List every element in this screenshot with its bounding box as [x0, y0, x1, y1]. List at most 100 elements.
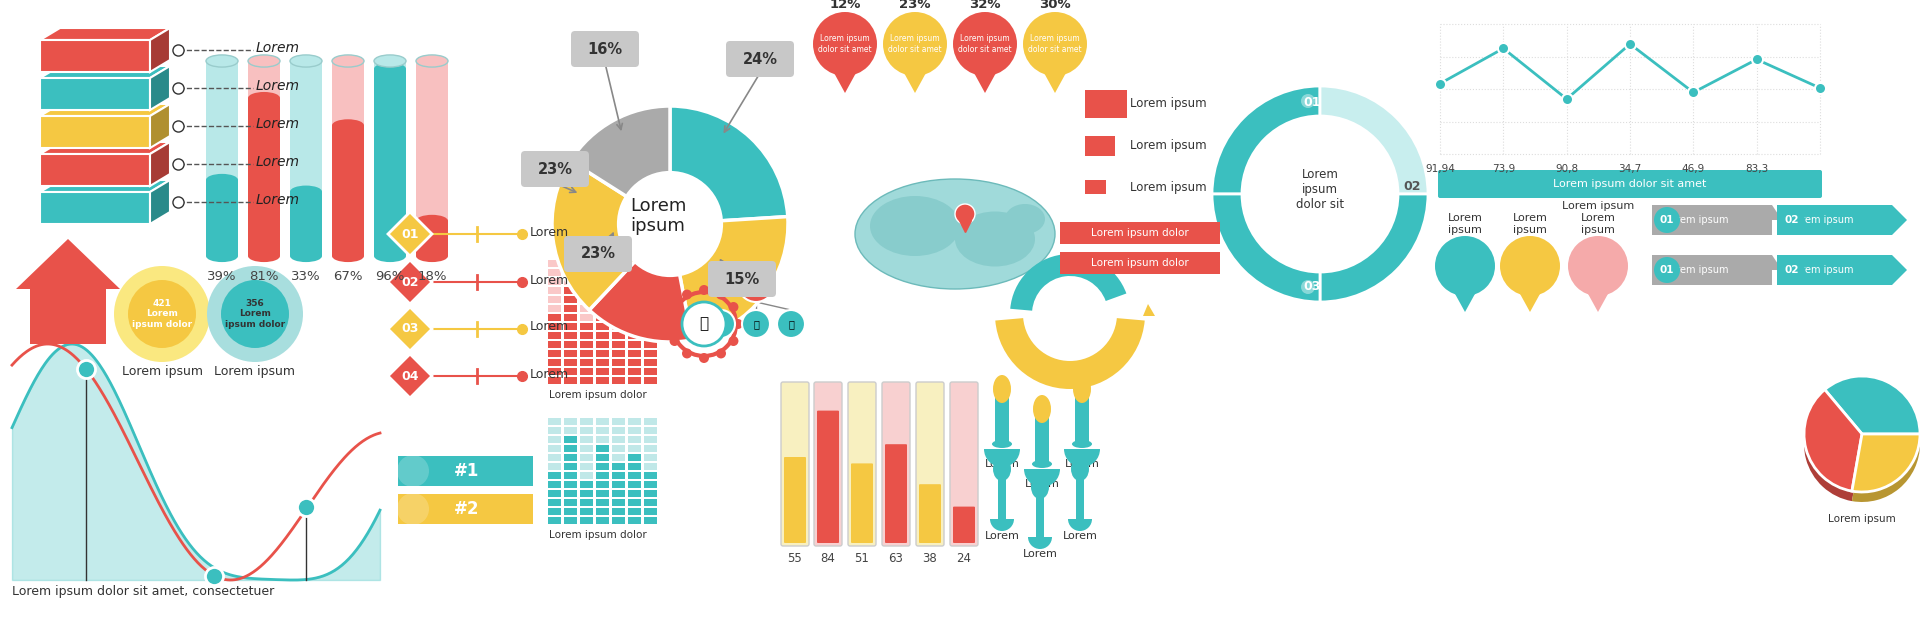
Polygon shape: [40, 192, 150, 224]
Circle shape: [1302, 280, 1315, 294]
Text: Lorem: Lorem: [255, 117, 300, 131]
Bar: [628, 427, 641, 434]
Ellipse shape: [1071, 440, 1092, 448]
Bar: [643, 490, 657, 497]
Polygon shape: [40, 116, 150, 148]
Text: 02: 02: [1404, 180, 1421, 192]
Bar: [628, 260, 641, 267]
Text: 18%: 18%: [417, 270, 447, 283]
Bar: [547, 517, 561, 524]
Text: #1: #1: [455, 462, 480, 480]
Wedge shape: [1068, 519, 1092, 531]
Bar: [397, 456, 534, 486]
Ellipse shape: [1031, 475, 1048, 499]
Bar: [643, 314, 657, 321]
Text: Lorem ipsum: Lorem ipsum: [1828, 514, 1895, 524]
Bar: [1085, 90, 1127, 118]
Bar: [205, 61, 238, 256]
Text: 91,94: 91,94: [1425, 164, 1455, 174]
Wedge shape: [1805, 389, 1862, 491]
Text: 02: 02: [401, 276, 419, 288]
Bar: [612, 418, 626, 425]
FancyBboxPatch shape: [708, 261, 776, 297]
Text: Lorem: Lorem: [1064, 459, 1100, 469]
FancyBboxPatch shape: [781, 382, 808, 546]
Circle shape: [670, 336, 680, 346]
Polygon shape: [40, 154, 150, 186]
Text: Lorem: Lorem: [985, 459, 1020, 469]
Bar: [643, 278, 657, 285]
Wedge shape: [670, 106, 787, 224]
Bar: [547, 377, 561, 384]
Bar: [547, 472, 561, 479]
Ellipse shape: [332, 250, 365, 262]
Bar: [564, 269, 578, 276]
Circle shape: [733, 319, 743, 329]
Bar: [547, 323, 561, 330]
Bar: [628, 287, 641, 294]
Bar: [612, 260, 626, 267]
Bar: [564, 341, 578, 348]
Wedge shape: [1027, 537, 1052, 549]
Text: Lorem ipsum: Lorem ipsum: [1131, 97, 1206, 110]
Bar: [628, 314, 641, 321]
Bar: [564, 377, 578, 384]
Bar: [580, 368, 593, 375]
Ellipse shape: [1073, 375, 1091, 403]
FancyBboxPatch shape: [726, 41, 795, 77]
Bar: [595, 341, 609, 348]
Circle shape: [728, 302, 739, 312]
Bar: [643, 341, 657, 348]
Bar: [628, 359, 641, 366]
Bar: [628, 463, 641, 470]
Bar: [595, 481, 609, 488]
Circle shape: [1500, 236, 1559, 296]
Circle shape: [1780, 257, 1805, 283]
Bar: [547, 499, 561, 506]
Text: Lorem: Lorem: [255, 193, 300, 207]
Bar: [628, 278, 641, 285]
Ellipse shape: [248, 92, 280, 104]
Bar: [397, 494, 534, 524]
Text: Lorem: Lorem: [1025, 479, 1060, 489]
Bar: [547, 269, 561, 276]
Bar: [643, 359, 657, 366]
Text: 84: 84: [820, 552, 835, 565]
Bar: [628, 296, 641, 303]
Circle shape: [397, 493, 428, 525]
Bar: [580, 508, 593, 515]
Text: 👤: 👤: [699, 316, 708, 331]
Text: Lorem
ipsum: Lorem ipsum: [1448, 213, 1482, 235]
Bar: [595, 436, 609, 443]
Wedge shape: [983, 449, 1020, 467]
Bar: [547, 350, 561, 357]
Text: Lorem ipsum
dolor sit amet: Lorem ipsum dolor sit amet: [818, 34, 872, 54]
Text: 04: 04: [401, 369, 419, 383]
Wedge shape: [1212, 86, 1321, 194]
Bar: [643, 269, 657, 276]
Polygon shape: [388, 260, 432, 304]
Bar: [628, 445, 641, 452]
FancyBboxPatch shape: [851, 464, 874, 543]
Text: 96%: 96%: [374, 270, 405, 283]
Text: Lorem ipsum: Lorem ipsum: [1131, 140, 1206, 152]
Bar: [564, 323, 578, 330]
Polygon shape: [40, 78, 150, 110]
Bar: [547, 436, 561, 443]
Ellipse shape: [993, 440, 1012, 448]
Text: 34,7: 34,7: [1619, 164, 1642, 174]
Bar: [612, 427, 626, 434]
Bar: [595, 508, 609, 515]
Circle shape: [737, 266, 774, 302]
Ellipse shape: [290, 55, 323, 67]
Text: Lorem ipsum: Lorem ipsum: [1665, 215, 1728, 225]
Bar: [580, 517, 593, 524]
Text: Lorem ipsum: Lorem ipsum: [1131, 180, 1206, 193]
Bar: [580, 499, 593, 506]
Bar: [612, 350, 626, 357]
Bar: [205, 180, 238, 256]
Ellipse shape: [954, 212, 1035, 266]
Bar: [628, 377, 641, 384]
Polygon shape: [388, 307, 432, 351]
Bar: [643, 445, 657, 452]
